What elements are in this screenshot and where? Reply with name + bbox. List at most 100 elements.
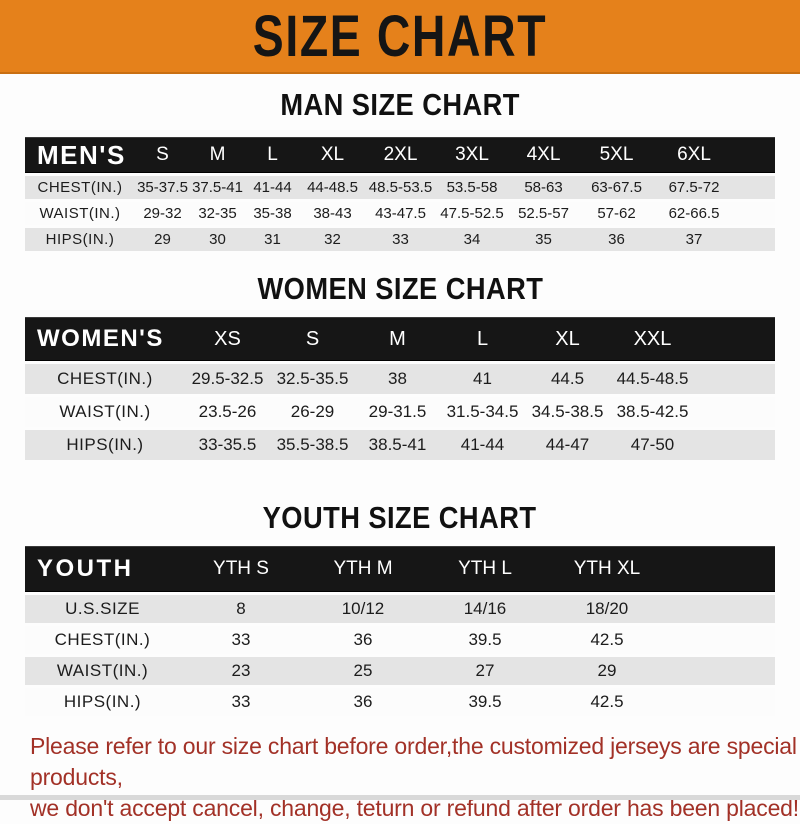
size-column-header: XL [525, 317, 610, 361]
size-value-cell: 41-44 [440, 430, 525, 460]
row-label: HIPS(IN.) [25, 688, 180, 716]
disclaimer-note: Please refer to our size chart before or… [30, 731, 800, 824]
filler-cell [695, 430, 775, 460]
bottom-strip [0, 795, 800, 800]
size-value-cell: 36 [579, 228, 654, 251]
size-column-header: 4XL [508, 137, 579, 173]
measurement-row: WAIST(IN.) 29-32 32-35 35-38 38-43 43-47.5 47.… [25, 202, 775, 225]
size-column-header: YTH XL [546, 546, 668, 592]
section-youth: YOUTH SIZE CHART YOUTH YTH S YTH M YTH L YTH… [0, 501, 800, 719]
youth-section-heading-text: YOUTH SIZE CHART [263, 500, 537, 535]
size-value-cell: 52.5-57 [508, 202, 579, 225]
size-column-header: M [355, 317, 440, 361]
size-column-header: YTH S [180, 546, 302, 592]
measurement-row: CHEST(IN.) 35-37.5 37.5-41 41-44 44-48.5 48.5… [25, 176, 775, 199]
size-value-cell: 62-66.5 [654, 202, 734, 225]
size-column-header: M [190, 137, 245, 173]
filler-cell [695, 397, 775, 427]
size-value-cell: 33 [180, 688, 302, 716]
table-title-cell: YOUTH [25, 546, 180, 592]
size-value-cell: 23.5-26 [185, 397, 270, 427]
size-value-cell: 32-35 [190, 202, 245, 225]
size-value-cell: 38.5-42.5 [610, 397, 695, 427]
filler-cell [668, 657, 775, 685]
size-value-cell: 32.5-35.5 [270, 364, 355, 394]
measurement-row: HIPS(IN.) 33 36 39.5 42.5 [25, 688, 775, 716]
size-value-cell: 31 [245, 228, 300, 251]
youth-size-table: YOUTH YTH S YTH M YTH L YTH XL U.S.SIZE 8 10/12… [25, 543, 775, 719]
youth-section-heading: YOUTH SIZE CHART [0, 501, 800, 535]
size-value-cell: 35-38 [245, 202, 300, 225]
filler-cell [734, 202, 775, 225]
size-table-header-row: YOUTH YTH S YTH M YTH L YTH XL [25, 546, 775, 592]
size-value-cell: 10/12 [302, 595, 424, 623]
size-column-header: XS [185, 317, 270, 361]
size-value-cell: 27 [424, 657, 546, 685]
section-man: MAN SIZE CHART MEN'S S M L XL 2XL 3XL 4XL 5XL 6XL… [0, 88, 800, 254]
size-value-cell: 44.5 [525, 364, 610, 394]
women-section-heading-text: WOMEN SIZE CHART [257, 271, 543, 306]
size-value-cell: 39.5 [424, 626, 546, 654]
size-column-header: L [440, 317, 525, 361]
filler-cell [695, 364, 775, 394]
size-value-cell: 42.5 [546, 688, 668, 716]
measurement-row: WAIST(IN.) 23.5-26 26-29 29-31.5 31.5-34.5 34… [25, 397, 775, 427]
row-label: WAIST(IN.) [25, 202, 135, 225]
row-label: CHEST(IN.) [25, 364, 185, 394]
size-value-cell: 35 [508, 228, 579, 251]
measurement-row: U.S.SIZE 8 10/12 14/16 18/20 [25, 595, 775, 623]
size-value-cell: 41 [440, 364, 525, 394]
women-section-heading: WOMEN SIZE CHART [0, 272, 800, 306]
size-value-cell: 18/20 [546, 595, 668, 623]
measurement-row: CHEST(IN.) 29.5-32.5 32.5-35.5 38 41 44.5 44.5… [25, 364, 775, 394]
row-label: U.S.SIZE [25, 595, 180, 623]
man-size-table: MEN'S S M L XL 2XL 3XL 4XL 5XL 6XL CHEST(IN.) 35-37… [25, 134, 775, 254]
size-value-cell: 26-29 [270, 397, 355, 427]
row-label: WAIST(IN.) [25, 657, 180, 685]
size-value-cell: 58-63 [508, 176, 579, 199]
row-label: CHEST(IN.) [25, 176, 135, 199]
size-value-cell: 35-37.5 [135, 176, 190, 199]
size-value-cell: 47.5-52.5 [436, 202, 508, 225]
size-value-cell: 38 [355, 364, 440, 394]
row-label: CHEST(IN.) [25, 626, 180, 654]
size-value-cell: 44-47 [525, 430, 610, 460]
size-value-cell: 39.5 [424, 688, 546, 716]
man-section-heading: MAN SIZE CHART [0, 88, 800, 122]
size-value-cell: 37.5-41 [190, 176, 245, 199]
filler-cell [695, 317, 775, 361]
filler-cell [668, 546, 775, 592]
size-table-header-row: WOMEN'S XS S M L XL XXL [25, 317, 775, 361]
size-value-cell: 38-43 [300, 202, 365, 225]
size-value-cell: 36 [302, 626, 424, 654]
size-value-cell: 57-62 [579, 202, 654, 225]
table-title-cell: WOMEN'S [25, 317, 185, 361]
size-value-cell: 32 [300, 228, 365, 251]
size-value-cell: 43-47.5 [365, 202, 436, 225]
size-value-cell: 29 [135, 228, 190, 251]
size-value-cell: 29-32 [135, 202, 190, 225]
man-section-heading-text: MAN SIZE CHART [280, 87, 520, 122]
filler-cell [734, 176, 775, 199]
size-value-cell: 48.5-53.5 [365, 176, 436, 199]
size-column-header: 5XL [579, 137, 654, 173]
filler-cell [734, 137, 775, 173]
size-value-cell: 36 [302, 688, 424, 716]
page-title: SIZE CHART [252, 3, 548, 69]
size-column-header: 2XL [365, 137, 436, 173]
size-value-cell: 44.5-48.5 [610, 364, 695, 394]
size-column-header: 3XL [436, 137, 508, 173]
size-value-cell: 31.5-34.5 [440, 397, 525, 427]
section-women: WOMEN SIZE CHART WOMEN'S XS S M L XL XXL CHEST(… [0, 272, 800, 463]
filler-cell [668, 595, 775, 623]
table-title-cell: MEN'S [25, 137, 135, 173]
size-value-cell: 37 [654, 228, 734, 251]
size-value-cell: 47-50 [610, 430, 695, 460]
size-value-cell: 33-35.5 [185, 430, 270, 460]
size-value-cell: 34 [436, 228, 508, 251]
size-table-header-row: MEN'S S M L XL 2XL 3XL 4XL 5XL 6XL [25, 137, 775, 173]
size-column-header: 6XL [654, 137, 734, 173]
filler-cell [668, 688, 775, 716]
row-label: HIPS(IN.) [25, 228, 135, 251]
size-value-cell: 63-67.5 [579, 176, 654, 199]
